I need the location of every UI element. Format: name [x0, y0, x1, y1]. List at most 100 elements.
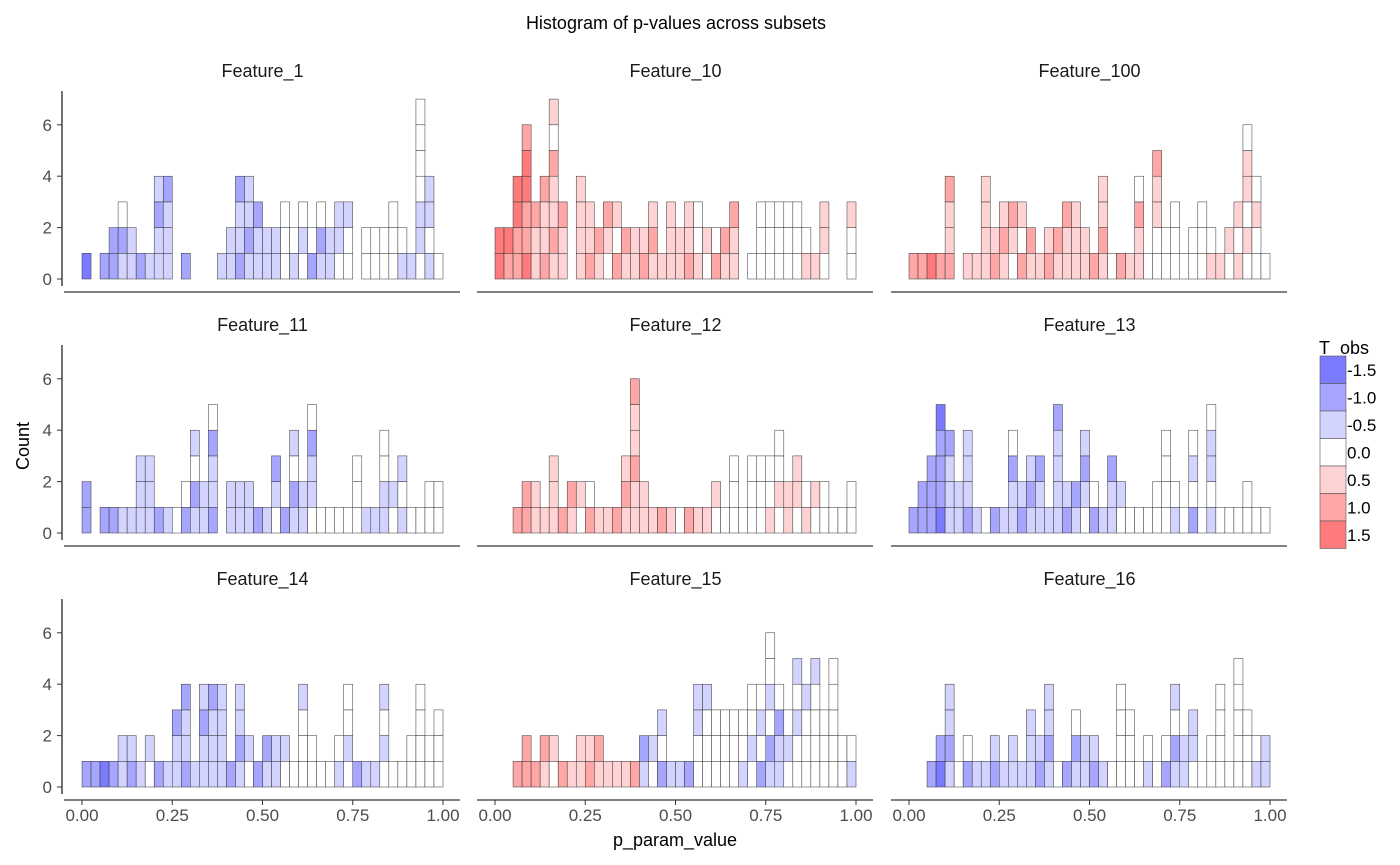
histogram-bar	[819, 735, 830, 762]
histogram-bar	[1206, 404, 1217, 431]
histogram-bar	[262, 735, 272, 762]
histogram-bar	[379, 455, 390, 482]
chart-title: Histogram of p-values across subsets	[526, 13, 826, 33]
histogram-bar	[1233, 658, 1244, 685]
histogram-bar	[837, 735, 848, 762]
histogram-bar	[144, 253, 155, 280]
histogram-bar	[1197, 507, 1208, 534]
histogram-bar	[720, 709, 730, 736]
histogram-bar	[962, 429, 973, 457]
histogram-bar	[1188, 507, 1199, 534]
histogram-bar	[1107, 253, 1117, 280]
histogram-bar	[630, 455, 640, 482]
histogram-bar	[585, 253, 595, 280]
histogram-bar	[585, 227, 595, 254]
histogram-bar	[1143, 507, 1153, 534]
histogram-bar	[953, 761, 964, 788]
histogram-bar	[926, 507, 937, 534]
histogram-bar	[235, 175, 245, 203]
histogram-bar	[1242, 227, 1253, 254]
histogram-bar	[944, 735, 955, 762]
histogram-bar	[612, 201, 622, 228]
histogram-bar	[684, 201, 694, 228]
histogram-bar	[702, 253, 712, 280]
histogram-bar	[208, 429, 218, 457]
histogram-bar	[657, 507, 667, 534]
y-axis-title: Count	[13, 422, 33, 470]
histogram-bar	[307, 404, 317, 431]
histogram-bar	[181, 709, 191, 736]
histogram-bar	[415, 227, 426, 254]
histogram-bar	[244, 507, 254, 534]
histogram-bar	[1044, 735, 1054, 762]
histogram-bar	[1044, 761, 1054, 788]
x-tick-label: 0.50	[659, 806, 692, 825]
histogram-bar	[81, 761, 92, 788]
histogram-bar	[566, 507, 577, 534]
legend-label: 1.5	[1347, 526, 1371, 545]
histogram-bar	[1080, 253, 1090, 280]
histogram-bar	[756, 761, 767, 788]
histogram-bar	[99, 253, 110, 280]
histogram-bar	[181, 683, 191, 711]
histogram-bar	[1071, 227, 1081, 254]
histogram-bar	[980, 175, 991, 203]
histogram-bar	[1251, 201, 1262, 228]
histogram-bar	[415, 761, 426, 788]
histogram-bar	[648, 735, 658, 762]
histogram-bar	[424, 481, 435, 508]
histogram-bar	[1017, 253, 1027, 280]
histogram-bar	[819, 761, 830, 788]
histogram-bar	[1152, 150, 1162, 177]
histogram-bar	[684, 507, 694, 534]
histogram-bar	[433, 735, 444, 762]
histogram-bar	[756, 201, 767, 228]
histogram-bar	[208, 735, 218, 762]
histogram-bar	[1053, 227, 1063, 254]
histogram-bar	[621, 507, 631, 534]
histogram-bar	[999, 201, 1009, 228]
histogram-bar	[630, 481, 640, 508]
y-tick-label: 0	[43, 270, 52, 289]
histogram-bar	[594, 735, 604, 762]
histogram-bar	[630, 404, 640, 431]
histogram-bar	[253, 253, 263, 280]
histogram-bar	[433, 761, 444, 788]
panel-title: Feature_1	[221, 61, 303, 82]
y-tick-label: 6	[43, 370, 52, 389]
legend-label: 0.0	[1347, 443, 1371, 462]
histogram-bar	[566, 761, 577, 788]
histogram-bar	[235, 201, 245, 228]
histogram-bar	[1062, 507, 1072, 534]
histogram-bar	[1179, 253, 1190, 280]
histogram-bar	[172, 507, 182, 534]
histogram-bar	[702, 507, 712, 534]
histogram-bar	[1026, 761, 1036, 788]
histogram-bar	[406, 761, 417, 788]
histogram-bar	[557, 227, 568, 254]
histogram-bar	[433, 709, 444, 736]
histogram-bar	[226, 481, 236, 508]
histogram-bar	[765, 709, 776, 736]
histogram-bar	[108, 761, 119, 788]
histogram-bar	[1098, 761, 1108, 788]
histogram-bar	[980, 253, 991, 280]
histogram-bar	[539, 175, 550, 203]
histogram-bar	[208, 481, 218, 508]
y-tick-label: 2	[43, 727, 52, 746]
histogram-bar	[935, 735, 946, 762]
histogram-bar	[585, 735, 595, 762]
histogram-bar	[271, 227, 281, 254]
histogram-bar	[352, 455, 363, 482]
histogram-bar	[1017, 507, 1027, 534]
histogram-bar	[1170, 735, 1180, 762]
histogram-bar	[1143, 253, 1153, 280]
histogram-bar	[244, 253, 254, 280]
histogram-bar	[729, 227, 739, 254]
histogram-bar	[307, 735, 317, 762]
histogram-bar	[81, 507, 92, 534]
histogram-bar	[539, 253, 550, 280]
histogram-bar	[153, 227, 164, 254]
histogram-bar	[352, 507, 363, 534]
histogram-bar	[575, 201, 586, 228]
